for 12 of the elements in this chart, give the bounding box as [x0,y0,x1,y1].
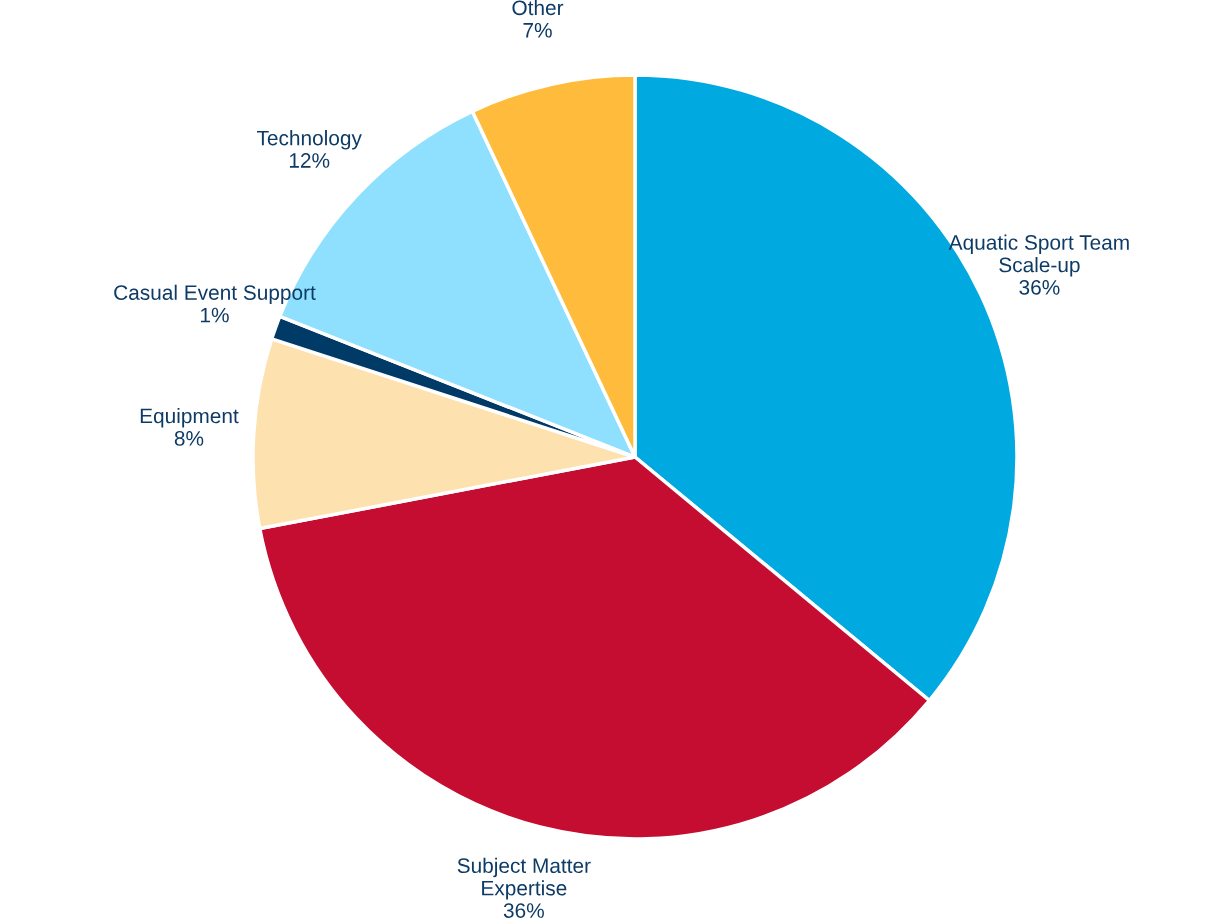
data-label: 12% [289,153,330,168]
data-label: 8% [174,431,204,446]
slice-label: Casual Event Support [114,284,316,305]
data-label: 7% [523,22,552,38]
data-label: 36% [1019,279,1060,295]
slice-label: Subject Matter Expertise [457,857,591,900]
slice-label: Technology [256,130,362,150]
data-label: 1% [201,307,229,323]
slice-label: Other [512,0,564,16]
slice-label: Aquatic Sport Team Scale-up [948,234,1129,277]
data-label: 36% [503,903,544,918]
slice-label: Equipment [140,408,239,428]
